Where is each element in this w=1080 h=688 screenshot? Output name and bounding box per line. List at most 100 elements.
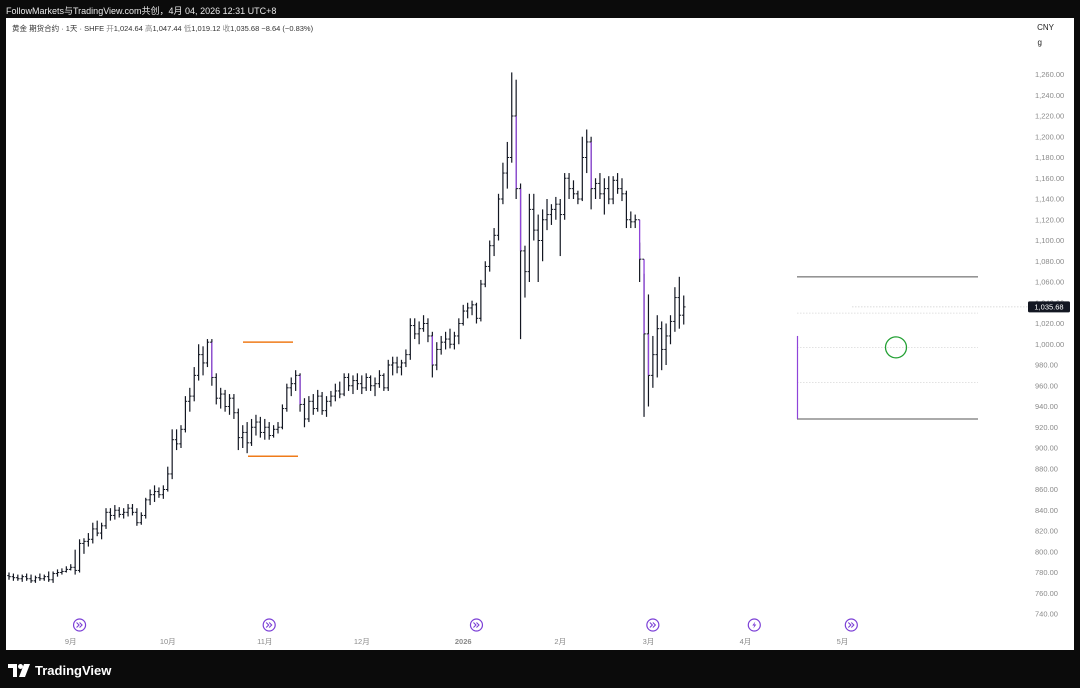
ohlc-bar: [262, 418, 267, 440]
y-tick-label: 980.00: [1035, 361, 1058, 370]
ohlc-bar: [421, 315, 426, 332]
ohlc-bar: [452, 331, 457, 350]
ohlc-bar: [161, 485, 166, 499]
ohlc-bar: [298, 373, 302, 412]
ohlc-bar: [86, 533, 91, 547]
footer: TradingView: [0, 650, 1080, 688]
unit-label: g: [1037, 38, 1042, 47]
ohlc-bar: [637, 219, 642, 282]
ohlc-bar: [280, 404, 285, 430]
ohlc-bar: [501, 162, 505, 205]
ohlc-bar: [377, 370, 382, 388]
ohlc-bar: [188, 387, 192, 412]
double-chevron-icon: [649, 622, 657, 628]
x-tick-label: 9月: [65, 637, 77, 646]
ohlc-bar: [611, 176, 615, 205]
ohlc-bar: [73, 549, 77, 575]
y-tick-label: 920.00: [1035, 423, 1058, 432]
ohlc-bar: [598, 173, 602, 199]
tradingview-logo[interactable]: TradingView: [8, 662, 111, 678]
ohlc-bar: [474, 302, 479, 324]
ohlc-bar: [329, 390, 333, 407]
ohlc-bar: [681, 295, 686, 325]
y-tick-label: 960.00: [1035, 381, 1058, 390]
ohlc-bar: [404, 349, 408, 368]
ohlc-bar: [20, 574, 25, 582]
ohlc-bar: [302, 398, 307, 428]
top-bar: FollowMarkets与TradingView.com共创，4月 04, 2…: [0, 0, 1080, 18]
ohlc-bar: [395, 356, 399, 374]
ohlc-chart[interactable]: 740.00 760.00 780.00 800.00 820.00 840.00 860.…: [6, 18, 1074, 650]
y-tick-label: 1,080.00: [1035, 257, 1064, 266]
ohlc-bar: [223, 389, 227, 412]
chart-panel[interactable]: 740.00 760.00 780.00 800.00 820.00 840.00 860.…: [6, 18, 1074, 650]
symbol-info-line: 黄金 期货合约 · 1天 · SHFE 开1,024.64 高1,047.44 …: [12, 23, 313, 34]
ohlc-bar: [620, 178, 624, 202]
ohlc-bar: [7, 572, 11, 580]
x-tick-label: 2026: [455, 637, 472, 646]
ohlc-bar: [571, 180, 576, 199]
ohlc-bar: [651, 335, 655, 388]
ohlc-bar: [576, 190, 580, 205]
ohlc-bar: [324, 396, 329, 417]
ohlc-bar: [157, 487, 161, 498]
x-tick-label: 11月: [257, 637, 272, 646]
ohlc-bar: [360, 375, 364, 395]
high-value: 1,047.44: [152, 24, 182, 33]
ohlc-bar: [390, 356, 395, 376]
ohlc-bar: [443, 331, 448, 350]
price-tag: [1028, 301, 1070, 313]
ohlc-bar: [29, 574, 33, 583]
ohlc-bar: [655, 315, 660, 378]
ohlc-bar: [509, 72, 514, 163]
currency-label[interactable]: CNY: [1037, 23, 1054, 32]
ohlc-bar: [589, 136, 593, 210]
ohlc-bar: [602, 178, 607, 215]
ohlc-bar: [68, 564, 73, 571]
ohlc-bar: [536, 214, 540, 282]
y-tick-label: 900.00: [1035, 444, 1058, 453]
ohlc-bar: [673, 287, 677, 332]
ohlc-bar: [465, 302, 470, 319]
ohlc-bar: [629, 211, 633, 229]
ohlc-bar: [117, 507, 122, 518]
ohlc-bar: [545, 199, 549, 231]
ohlc-bar: [210, 339, 214, 386]
ohlc-bar: [593, 178, 598, 199]
x-tick-label: 2月: [554, 637, 566, 646]
ohlc-bar: [95, 520, 99, 537]
ohlc-bar: [99, 522, 104, 540]
ohlc-bar: [668, 315, 673, 345]
ohlc-bar: [55, 569, 60, 577]
ohlc-bar: [320, 391, 324, 415]
ohlc-bar: [333, 383, 338, 402]
ohlc-bar: [165, 466, 170, 492]
ohlc-bar: [554, 196, 558, 220]
ohlc-bar: [461, 304, 466, 326]
ohlc-bar: [82, 538, 86, 554]
target-circle: [884, 336, 908, 359]
ohlc-bar: [505, 141, 510, 189]
ohlc-bar: [386, 359, 391, 391]
ohlc-bar: [276, 422, 280, 434]
brand-name: TradingView: [35, 662, 112, 678]
ohlc-bar: [108, 508, 113, 521]
ohlc-bar: [139, 512, 144, 525]
change-value: −8.64 (−0.83%): [261, 24, 314, 33]
ohlc-bar: [439, 335, 443, 355]
open-value: 1,024.64: [113, 24, 143, 33]
ohlc-bar: [457, 318, 461, 345]
y-tick-label: 880.00: [1035, 464, 1058, 473]
ohlc-bar: [540, 209, 545, 262]
y-tick-label: 1,060.00: [1035, 278, 1064, 287]
ohlc-bar: [642, 258, 646, 417]
open-label: 开: [106, 24, 114, 33]
ohlc-bar: [113, 505, 117, 520]
double-chevron-icon: [76, 622, 83, 628]
ohlc-bar: [351, 375, 355, 395]
ohlc-bar: [254, 414, 258, 436]
y-tick-label: 1,260.00: [1035, 70, 1064, 79]
ohlc-bar: [77, 539, 82, 573]
ohlc-bar: [412, 318, 417, 340]
y-tick-label: 1,180.00: [1035, 153, 1064, 162]
